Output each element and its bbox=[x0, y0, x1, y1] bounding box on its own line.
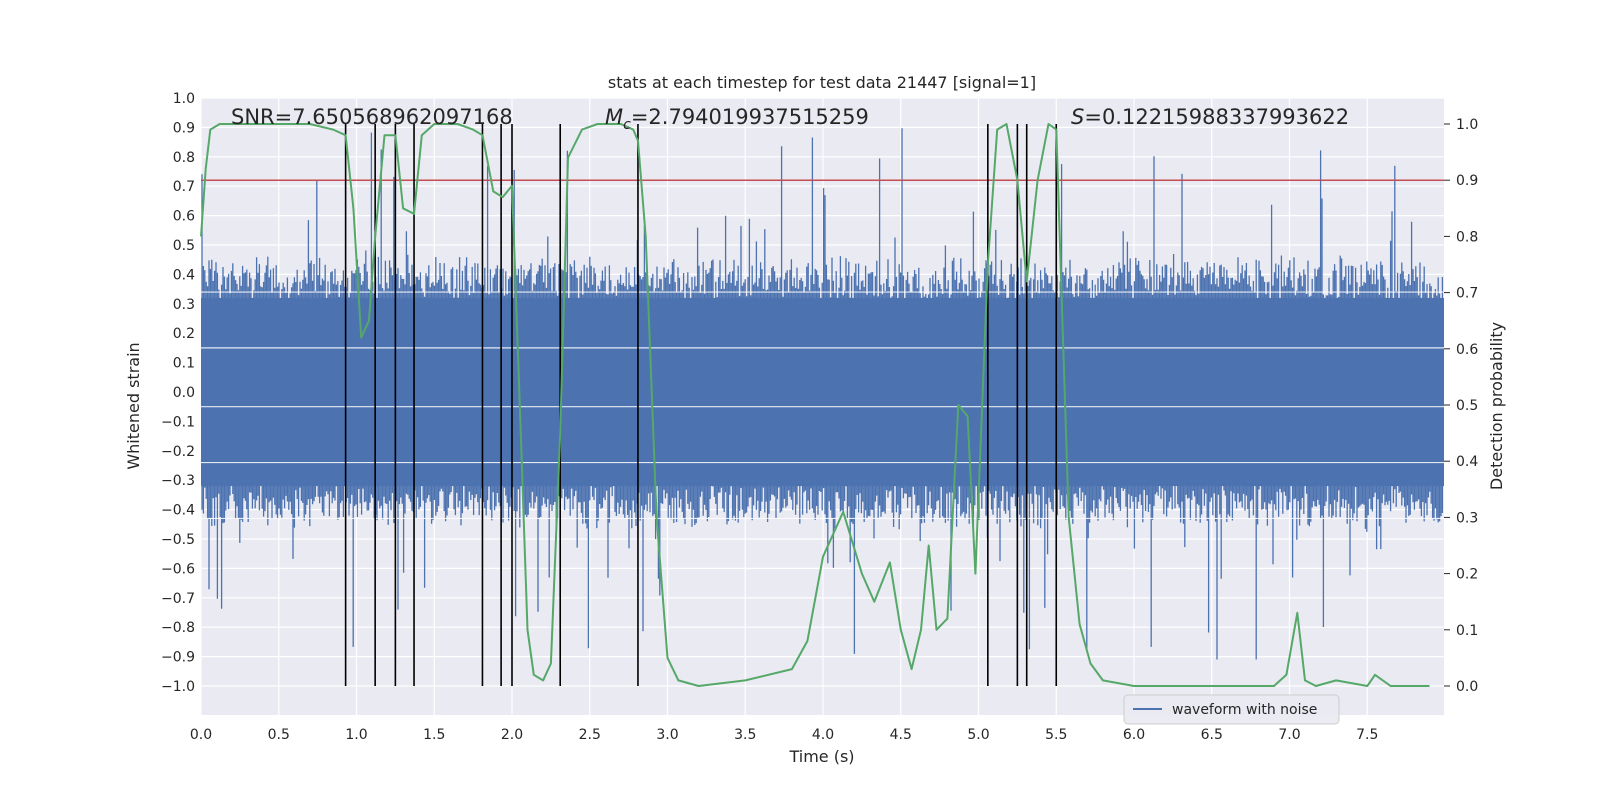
y2-tick-label-5: 0.5 bbox=[1456, 398, 1478, 414]
y-tick-label-0: 1.0 bbox=[173, 91, 195, 107]
x-tick-label-0: 0.0 bbox=[190, 727, 212, 743]
s-value: =0.12215988337993622 bbox=[1084, 105, 1349, 129]
legend-entry-waveform: waveform with noise bbox=[1172, 702, 1317, 718]
x-tick-label-2: 1.0 bbox=[345, 727, 367, 743]
y2-tick-label-4: 0.6 bbox=[1456, 342, 1478, 358]
x-tick-label-1: 0.5 bbox=[268, 727, 290, 743]
y-tick-label-11: −0.1 bbox=[161, 414, 195, 430]
y-tick-label-10: 0.0 bbox=[173, 385, 195, 401]
y-tick-label-19: −0.9 bbox=[161, 650, 195, 666]
y-tick-label-9: 0.1 bbox=[173, 356, 195, 372]
legend-box bbox=[1123, 694, 1340, 725]
waveform-with-noise-series bbox=[201, 128, 1444, 660]
x-tick-label-14: 7.0 bbox=[1278, 727, 1300, 743]
x-tick-label-5: 2.5 bbox=[579, 727, 601, 743]
y-tick-labels: 1.0 0.9 0.8 0.7 0.6 0.5 0.4 0.3 0.2 0.1 0.0 −0.1 −0.… bbox=[161, 91, 195, 695]
chirp-mass-symbol: M bbox=[605, 105, 623, 129]
chirp-mass-value: =2.794019937515259 bbox=[631, 105, 869, 129]
chirp-mass-annotation: Mc=2.794019937515259 bbox=[605, 105, 869, 133]
chirp-mass-subscript: c bbox=[623, 117, 631, 133]
y-tick-label-5: 0.5 bbox=[173, 238, 195, 254]
y-tick-label-18: −0.8 bbox=[161, 620, 195, 636]
y2-tick-label-7: 0.3 bbox=[1456, 510, 1478, 526]
x-tick-label-3: 1.5 bbox=[423, 727, 445, 743]
x-tick-label-10: 5.0 bbox=[967, 727, 989, 743]
y-tick-label-3: 0.7 bbox=[173, 179, 195, 195]
y-tick-label-14: −0.4 bbox=[161, 503, 195, 519]
waveform-noise-core bbox=[201, 297, 1444, 487]
chart-title: stats at each timestep for test data 214… bbox=[608, 73, 1036, 92]
x-tick-label-15: 7.5 bbox=[1356, 727, 1378, 743]
x-tick-label-9: 4.5 bbox=[890, 727, 912, 743]
y2-tick-label-6: 0.4 bbox=[1456, 454, 1478, 470]
x-tick-label-6: 3.0 bbox=[656, 727, 678, 743]
s-annotation: S=0.12215988337993622 bbox=[1071, 105, 1349, 129]
y-tick-label-13: −0.3 bbox=[161, 473, 195, 489]
x-tick-label-4: 2.0 bbox=[501, 727, 523, 743]
y2-tick-label-10: 0.0 bbox=[1456, 679, 1478, 695]
x-tick-label-12: 6.0 bbox=[1123, 727, 1145, 743]
x-tick-label-7: 3.5 bbox=[734, 727, 756, 743]
y-tick-label-8: 0.2 bbox=[173, 326, 195, 342]
x-tick-label-11: 5.5 bbox=[1045, 727, 1067, 743]
y-tick-label-1: 0.9 bbox=[173, 120, 195, 136]
y-tick-label-16: −0.6 bbox=[161, 561, 195, 577]
detection-probability-line bbox=[200, 123, 1430, 687]
y-axis-label: Whitened strain bbox=[124, 342, 143, 469]
y-tick-label-4: 0.6 bbox=[173, 209, 195, 225]
y2-tick-label-1: 0.9 bbox=[1456, 173, 1478, 189]
x-axis-label: Time (s) bbox=[788, 747, 854, 766]
y2-tick-labels: 1.0 0.9 0.8 0.7 0.6 0.5 0.4 0.3 0.2 0.1 0.0 bbox=[1444, 117, 1478, 695]
x-tick-labels: 0.0 0.5 1.0 1.5 2.0 2.5 3.0 3.5 4.0 4.5 5.0 5.5 6.0 6… bbox=[190, 727, 1379, 743]
y2-tick-label-2: 0.8 bbox=[1456, 229, 1478, 245]
y2-axis-label: Detection probability bbox=[1487, 322, 1506, 490]
y2-tick-label-8: 0.2 bbox=[1456, 567, 1478, 583]
snr-annotation: SNR=7.650568962097168 bbox=[231, 105, 513, 129]
y-tick-label-15: −0.5 bbox=[161, 532, 195, 548]
y2-tick-label-0: 1.0 bbox=[1456, 117, 1478, 133]
s-symbol: S bbox=[1071, 105, 1084, 129]
y2-tick-label-9: 0.1 bbox=[1456, 623, 1478, 639]
x-tick-label-8: 4.0 bbox=[812, 727, 834, 743]
y-tick-label-6: 0.4 bbox=[173, 267, 195, 283]
y-tick-label-12: −0.2 bbox=[161, 444, 195, 460]
y-tick-label-20: −1.0 bbox=[161, 679, 195, 695]
y-tick-label-7: 0.3 bbox=[173, 297, 195, 313]
y-tick-label-2: 0.8 bbox=[173, 150, 195, 166]
legend: waveform with noise bbox=[1123, 694, 1340, 725]
y-tick-label-17: −0.7 bbox=[161, 591, 195, 607]
x-tick-label-13: 6.5 bbox=[1201, 727, 1223, 743]
y2-tick-label-3: 0.7 bbox=[1456, 286, 1478, 302]
